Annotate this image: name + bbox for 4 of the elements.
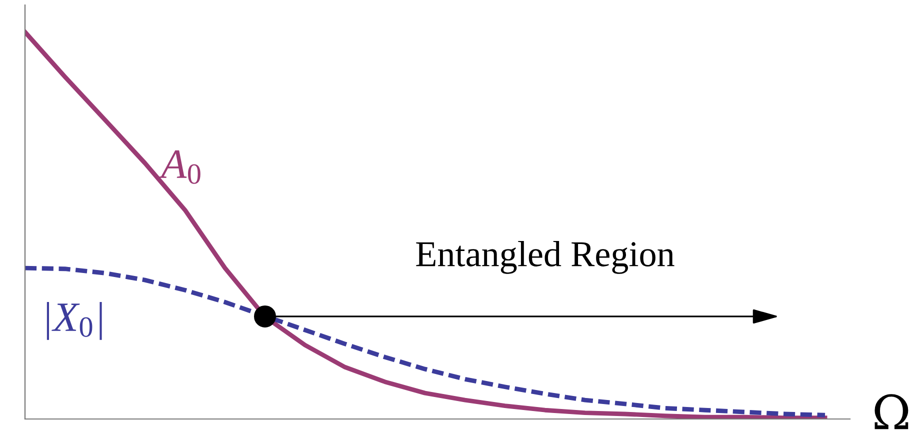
series-label: A$_{0}$: [158, 150, 200, 184]
series-label: |X$_{0}$|: [46, 302, 102, 340]
x-axis-title: Ω: [874, 394, 908, 430]
annotation: Entangled Region: [416, 241, 674, 274]
